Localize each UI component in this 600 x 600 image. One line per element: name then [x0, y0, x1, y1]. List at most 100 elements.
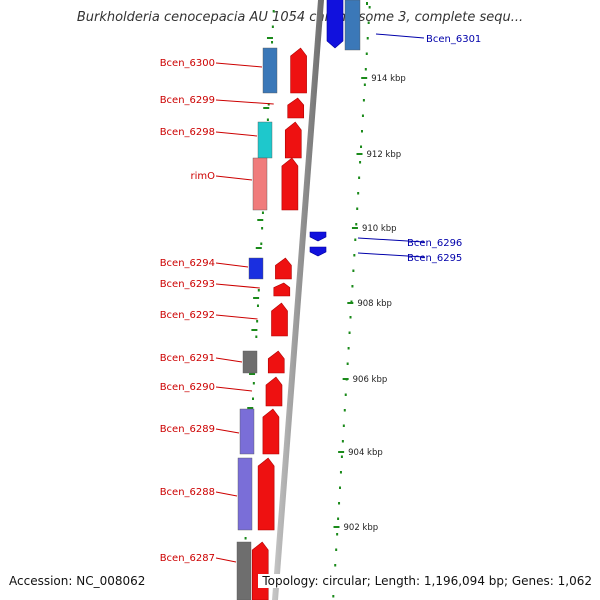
gene-label[interactable]: Bcen_6294 [160, 258, 215, 269]
gene-label[interactable]: Bcen_6292 [160, 310, 215, 321]
accession-label: Accession: NC_008062 [9, 574, 146, 588]
outer-ring-dot [334, 564, 337, 567]
cog-block[interactable] [257, 121, 273, 159]
forward-gene-arrow[interactable] [267, 350, 285, 374]
inner-tick [249, 373, 256, 375]
cog-block[interactable] [242, 350, 258, 374]
scale-tick [338, 451, 345, 453]
reverse-gene-arrow[interactable] [309, 231, 327, 242]
outer-ring-dot [365, 52, 368, 55]
genome-summary: Topology: circular; Length: 1,196,094 bp… [258, 574, 592, 588]
inner-ring-dot [267, 103, 270, 106]
scale-tick-label: 908 kbp [357, 299, 392, 309]
forward-gene-arrow[interactable] [262, 408, 280, 455]
scale-tick-label: 906 kbp [353, 375, 388, 385]
outer-ring-dot [366, 2, 368, 5]
scale-tick-label: 912 kbp [367, 150, 402, 160]
outer-ring-dot [342, 424, 345, 427]
gene-label[interactable]: Bcen_6296 [407, 238, 462, 249]
gene-label-leader [215, 99, 274, 105]
outer-ring-dot [354, 238, 357, 241]
outer-ring-dot [337, 517, 340, 520]
scale-tick [361, 77, 368, 79]
outer-ring-dot [360, 145, 363, 148]
scale-tick [347, 302, 354, 304]
gene-label-leader [215, 386, 253, 392]
forward-gene-arrow[interactable] [271, 302, 288, 337]
gene-label[interactable]: Bcen_6289 [160, 424, 215, 435]
outer-ring-dot [341, 440, 344, 443]
gene-label-leader [215, 62, 263, 68]
outer-ring-dot [347, 347, 350, 350]
cog-block[interactable] [248, 257, 264, 280]
cog-block[interactable] [344, 0, 361, 51]
outer-ring-dot [335, 548, 338, 551]
outer-ring-dot [366, 37, 369, 40]
outer-ring-dot [356, 207, 359, 210]
inner-ring-dot [261, 211, 264, 214]
outer-ring-dot [343, 409, 346, 412]
outer-ring-dot [357, 192, 360, 195]
inner-ring-dot [252, 382, 255, 385]
gene-label-leader [215, 262, 249, 268]
reverse-gene-arrow[interactable] [326, 0, 344, 49]
gene-label[interactable]: Bcen_6293 [160, 279, 215, 290]
gene-label-leader [357, 252, 425, 258]
scale-tick [333, 526, 340, 528]
outer-ring-dot [364, 68, 367, 71]
inner-ring-dot [252, 397, 255, 400]
gene-label[interactable]: Bcen_6301 [426, 34, 481, 45]
gene-label[interactable]: Bcen_6299 [160, 95, 215, 106]
outer-ring-dot [367, 21, 370, 24]
gene-label[interactable]: Bcen_6288 [160, 487, 215, 498]
forward-gene-arrow[interactable] [273, 282, 291, 297]
forward-gene-arrow[interactable] [275, 257, 292, 280]
inner-tick [251, 329, 258, 331]
gene-label[interactable]: Bcen_6298 [160, 127, 215, 138]
cog-block[interactable] [237, 457, 253, 531]
gene-label[interactable]: Bcen_6295 [407, 253, 462, 264]
cog-block[interactable] [252, 157, 268, 211]
inner-tick [266, 37, 273, 39]
inner-tick [257, 219, 264, 221]
gene-label[interactable]: rimO [190, 171, 215, 182]
cog-block[interactable] [236, 541, 252, 600]
outer-ring-dot [351, 285, 354, 288]
map-title: Burkholderia cenocepacia AU 1054 chromos… [76, 10, 524, 25]
inner-ring-dot [261, 227, 264, 230]
inner-ring-dot [244, 537, 247, 540]
forward-gene-arrow[interactable] [284, 121, 302, 159]
inner-ring-dot [256, 320, 259, 323]
outer-ring-dot [349, 316, 352, 319]
inner-tick [253, 297, 260, 299]
outer-ring-dot [352, 269, 355, 272]
gene-label-leader [215, 428, 240, 434]
reverse-gene-arrow[interactable] [309, 246, 327, 257]
cog-block[interactable] [262, 47, 278, 94]
gene-label[interactable]: Bcen_6291 [160, 353, 215, 364]
outer-ring-dot [363, 83, 366, 86]
forward-gene-arrow[interactable] [251, 541, 269, 600]
outer-ring-dot [348, 331, 351, 334]
inner-ring-dot [272, 10, 275, 13]
forward-gene-arrow[interactable] [287, 97, 305, 119]
cog-block[interactable] [239, 408, 255, 455]
outer-ring-dot [361, 114, 364, 117]
inner-tick [247, 407, 254, 409]
gene-label[interactable]: Bcen_6290 [160, 382, 215, 393]
outer-ring-dot [346, 362, 349, 365]
inner-ring-dot [255, 335, 258, 338]
forward-gene-arrow[interactable] [257, 457, 275, 531]
outer-ring-dot [353, 254, 356, 257]
scale-tick-label: 902 kbp [344, 523, 379, 533]
gene-label[interactable]: Bcen_6287 [160, 553, 215, 564]
forward-gene-arrow[interactable] [281, 157, 299, 211]
forward-gene-arrow[interactable] [265, 376, 283, 407]
outer-ring-dot [340, 455, 343, 458]
forward-gene-arrow[interactable] [290, 47, 307, 94]
outer-ring-dot [336, 533, 339, 536]
gene-label[interactable]: Bcen_6300 [160, 58, 215, 69]
outer-ring-dot [360, 130, 363, 133]
inner-ring-dot [257, 289, 260, 292]
